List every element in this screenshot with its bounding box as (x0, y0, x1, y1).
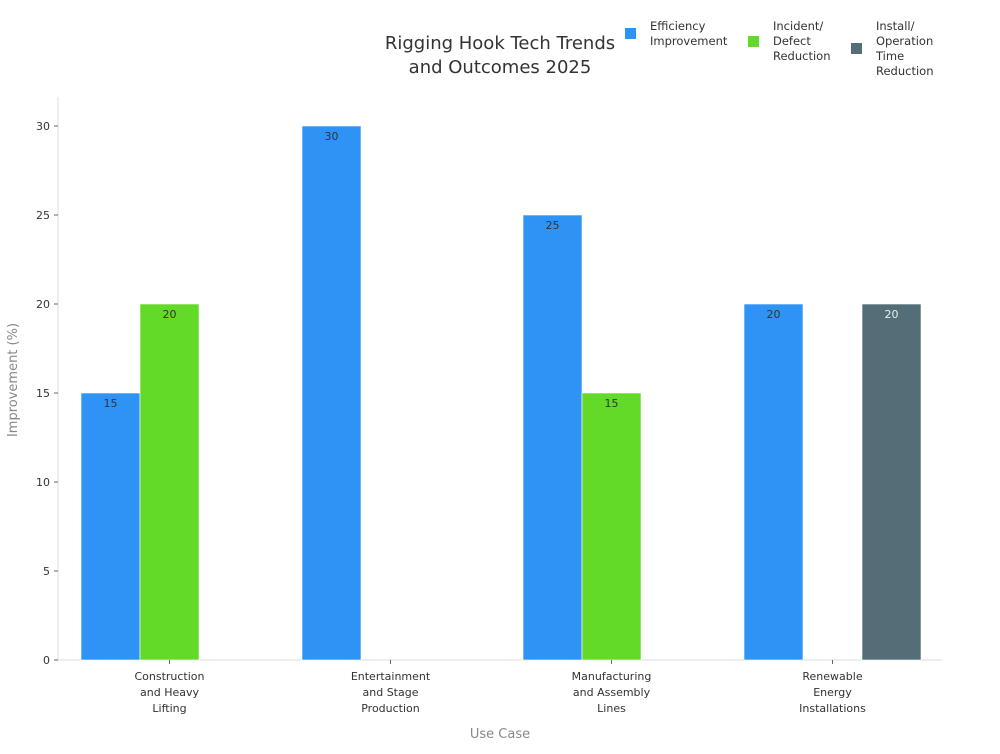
bar (301, 125, 362, 661)
data-label: 20 (885, 308, 899, 321)
data-label: 20 (163, 308, 177, 321)
x-tick-label: Manufacturing (572, 670, 652, 683)
data-label: 15 (104, 397, 118, 410)
legend-label: Time (875, 49, 904, 63)
x-tick-label: Renewable (802, 670, 862, 683)
legend-swatch (748, 36, 759, 47)
bar (522, 214, 583, 661)
x-tick-label: and Stage (363, 686, 419, 699)
y-tick-label: 25 (36, 209, 50, 222)
x-tick-label: Installations (799, 702, 866, 715)
chart-title: Rigging Hook Tech Trends (385, 33, 615, 54)
data-label: 30 (325, 130, 339, 143)
x-tick-label: and Assembly (573, 686, 651, 699)
y-tick-label: 5 (43, 565, 50, 578)
legend-label: Defect (773, 34, 811, 48)
legend-swatch (625, 28, 636, 39)
x-tick-label: Construction (134, 670, 204, 683)
x-tick-label: and Heavy (140, 686, 199, 699)
legend-label: Operation (876, 34, 933, 48)
bar (861, 303, 922, 661)
bar (80, 392, 141, 661)
legend-label: Improvement (650, 34, 728, 48)
y-axis-title: Improvement (%) (6, 323, 21, 437)
x-tick-label: Lifting (152, 702, 186, 715)
y-tick-label: 20 (36, 298, 50, 311)
legend-label: Reduction (773, 49, 831, 63)
data-label: 20 (767, 308, 781, 321)
x-tick-label: Lines (597, 702, 626, 715)
y-tick-label: 10 (36, 476, 50, 489)
legend-label: Incident/ (773, 19, 823, 33)
y-tick-label: 0 (43, 654, 50, 667)
x-axis-title: Use Case (470, 727, 530, 742)
x-tick-label: Energy (813, 686, 852, 699)
x-tick-label: Production (361, 702, 420, 715)
bar (743, 303, 804, 661)
data-label: 25 (546, 219, 560, 232)
bar (581, 392, 642, 661)
x-tick-label: Entertainment (351, 670, 431, 683)
legend-label: Efficiency (650, 19, 706, 33)
chart-title: and Outcomes 2025 (409, 57, 592, 78)
legend-label: Install/ (876, 19, 915, 33)
legend-label: Reduction (876, 64, 934, 78)
bar (139, 303, 200, 661)
data-label: 15 (605, 397, 619, 410)
legend-swatch (851, 43, 862, 54)
y-tick-label: 15 (36, 387, 50, 400)
y-tick-label: 30 (36, 120, 50, 133)
